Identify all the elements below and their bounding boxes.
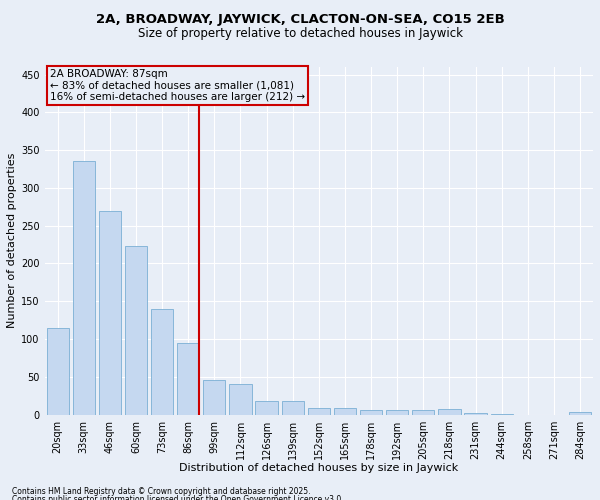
- Bar: [47, 328, 69, 414]
- Bar: [177, 343, 199, 414]
- Text: Size of property relative to detached houses in Jaywick: Size of property relative to detached ho…: [137, 28, 463, 40]
- Bar: [73, 162, 95, 414]
- Text: Contains public sector information licensed under the Open Government Licence v3: Contains public sector information licen…: [12, 495, 344, 500]
- Bar: [125, 246, 147, 414]
- Bar: [229, 384, 251, 414]
- Bar: [334, 408, 356, 414]
- Text: Contains HM Land Registry data © Crown copyright and database right 2025.: Contains HM Land Registry data © Crown c…: [12, 488, 311, 496]
- Bar: [256, 401, 278, 414]
- Bar: [308, 408, 330, 414]
- Text: 2A, BROADWAY, JAYWICK, CLACTON-ON-SEA, CO15 2EB: 2A, BROADWAY, JAYWICK, CLACTON-ON-SEA, C…: [95, 12, 505, 26]
- Bar: [569, 412, 591, 414]
- Bar: [151, 309, 173, 414]
- Bar: [281, 401, 304, 414]
- Bar: [203, 380, 226, 414]
- Text: 2A BROADWAY: 87sqm
← 83% of detached houses are smaller (1,081)
16% of semi-deta: 2A BROADWAY: 87sqm ← 83% of detached hou…: [50, 68, 305, 102]
- Bar: [412, 410, 434, 414]
- Bar: [464, 413, 487, 414]
- Bar: [386, 410, 408, 414]
- Bar: [360, 410, 382, 414]
- Y-axis label: Number of detached properties: Number of detached properties: [7, 153, 17, 328]
- Bar: [439, 410, 461, 414]
- X-axis label: Distribution of detached houses by size in Jaywick: Distribution of detached houses by size …: [179, 463, 458, 473]
- Bar: [99, 210, 121, 414]
